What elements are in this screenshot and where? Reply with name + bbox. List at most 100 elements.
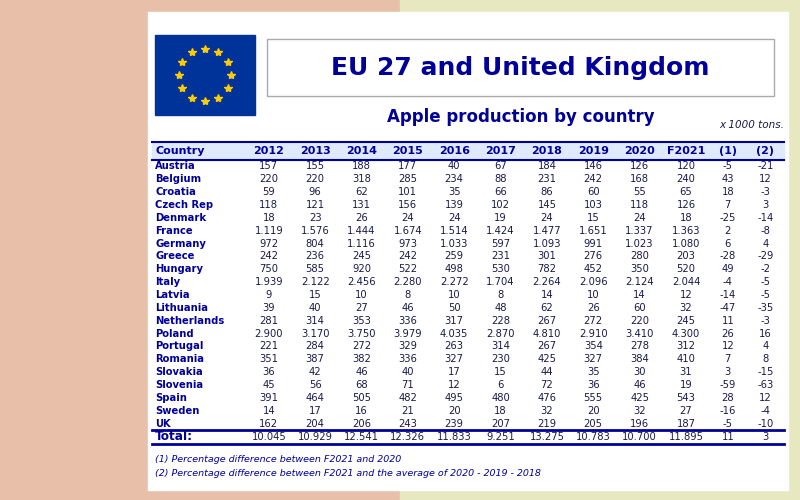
Text: 245: 245 xyxy=(677,316,695,326)
Text: 184: 184 xyxy=(538,162,556,172)
Text: 219: 219 xyxy=(538,418,557,428)
Text: 1.023: 1.023 xyxy=(626,238,654,248)
Text: 103: 103 xyxy=(584,200,602,210)
Text: 3.170: 3.170 xyxy=(301,328,330,338)
Text: 2019: 2019 xyxy=(578,146,609,156)
Text: 4.810: 4.810 xyxy=(533,328,561,338)
Text: 14: 14 xyxy=(634,290,646,300)
Text: 13.275: 13.275 xyxy=(530,432,564,442)
Text: 228: 228 xyxy=(491,316,510,326)
Text: 16: 16 xyxy=(759,328,772,338)
Text: -29: -29 xyxy=(757,252,774,262)
Text: 3: 3 xyxy=(762,432,769,442)
Text: 3.750: 3.750 xyxy=(347,328,376,338)
Text: 59: 59 xyxy=(262,187,275,197)
Text: 32: 32 xyxy=(634,406,646,415)
Text: 482: 482 xyxy=(398,393,418,403)
Text: 19: 19 xyxy=(494,213,507,223)
Text: -5: -5 xyxy=(760,277,770,287)
Text: (1) Percentage difference between F2021 and 2020: (1) Percentage difference between F2021 … xyxy=(155,456,402,464)
Text: -3: -3 xyxy=(760,187,770,197)
Text: 973: 973 xyxy=(398,238,418,248)
Text: Apple production by country: Apple production by country xyxy=(386,108,654,126)
Text: 26: 26 xyxy=(722,328,734,338)
Text: Poland: Poland xyxy=(155,328,194,338)
Text: 10: 10 xyxy=(587,290,599,300)
Text: 410: 410 xyxy=(677,354,695,364)
Text: 1.033: 1.033 xyxy=(440,238,468,248)
Text: 1.651: 1.651 xyxy=(579,226,608,235)
Text: 118: 118 xyxy=(259,200,278,210)
Text: 272: 272 xyxy=(584,316,603,326)
Text: -63: -63 xyxy=(757,380,774,390)
Text: 2014: 2014 xyxy=(346,146,377,156)
Text: 242: 242 xyxy=(398,252,418,262)
Text: 10: 10 xyxy=(448,290,461,300)
Text: 4: 4 xyxy=(762,238,769,248)
Text: -8: -8 xyxy=(760,226,770,235)
Text: 43: 43 xyxy=(722,174,734,184)
Text: 40: 40 xyxy=(402,367,414,377)
Text: 24: 24 xyxy=(541,213,554,223)
Text: 102: 102 xyxy=(491,200,510,210)
Text: 6: 6 xyxy=(725,238,731,248)
Text: 1.093: 1.093 xyxy=(533,238,561,248)
Text: 31: 31 xyxy=(680,367,692,377)
Text: 56: 56 xyxy=(309,380,322,390)
Text: 242: 242 xyxy=(584,174,602,184)
Text: 498: 498 xyxy=(445,264,464,274)
Text: 35: 35 xyxy=(448,187,461,197)
Text: 476: 476 xyxy=(538,393,556,403)
Text: 12.326: 12.326 xyxy=(390,432,426,442)
Text: 10.783: 10.783 xyxy=(576,432,610,442)
Text: 2.096: 2.096 xyxy=(579,277,607,287)
Text: 2018: 2018 xyxy=(531,146,562,156)
Text: 6: 6 xyxy=(498,380,504,390)
Text: 30: 30 xyxy=(634,367,646,377)
Text: 2.456: 2.456 xyxy=(347,277,376,287)
Text: Country: Country xyxy=(155,146,205,156)
Text: 196: 196 xyxy=(630,418,649,428)
Text: 65: 65 xyxy=(679,187,692,197)
Text: Total:: Total: xyxy=(155,430,193,443)
Text: 2.272: 2.272 xyxy=(440,277,469,287)
Text: 55: 55 xyxy=(634,187,646,197)
Text: 4: 4 xyxy=(762,342,769,351)
Text: 317: 317 xyxy=(445,316,464,326)
Text: 314: 314 xyxy=(491,342,510,351)
Text: 20: 20 xyxy=(448,406,461,415)
Text: France: France xyxy=(155,226,193,235)
Text: 336: 336 xyxy=(398,316,418,326)
Text: 1.704: 1.704 xyxy=(486,277,514,287)
Text: 425: 425 xyxy=(538,354,556,364)
Text: 21: 21 xyxy=(402,406,414,415)
Text: UK: UK xyxy=(155,418,170,428)
Text: 157: 157 xyxy=(259,162,278,172)
Text: -4: -4 xyxy=(723,277,733,287)
Text: 1.119: 1.119 xyxy=(254,226,283,235)
Text: -15: -15 xyxy=(757,367,774,377)
Text: 35: 35 xyxy=(587,367,599,377)
Bar xyxy=(148,12,788,490)
Text: (2): (2) xyxy=(756,146,774,156)
Text: 231: 231 xyxy=(491,252,510,262)
Text: 597: 597 xyxy=(491,238,510,248)
Text: Slovakia: Slovakia xyxy=(155,367,202,377)
Text: 32: 32 xyxy=(541,406,554,415)
Text: 221: 221 xyxy=(259,342,278,351)
Text: 1.116: 1.116 xyxy=(347,238,376,248)
Text: Croatia: Croatia xyxy=(155,187,196,197)
Text: -5: -5 xyxy=(723,162,733,172)
Text: 162: 162 xyxy=(259,418,278,428)
Text: 60: 60 xyxy=(634,303,646,313)
Text: 26: 26 xyxy=(587,303,600,313)
Text: 62: 62 xyxy=(541,303,554,313)
Text: 384: 384 xyxy=(630,354,649,364)
Text: 3: 3 xyxy=(762,200,769,210)
Text: 24: 24 xyxy=(402,213,414,223)
Text: 12: 12 xyxy=(722,342,734,351)
Bar xyxy=(155,35,255,115)
Text: 2017: 2017 xyxy=(485,146,516,156)
Text: -5: -5 xyxy=(723,418,733,428)
Text: 382: 382 xyxy=(352,354,371,364)
